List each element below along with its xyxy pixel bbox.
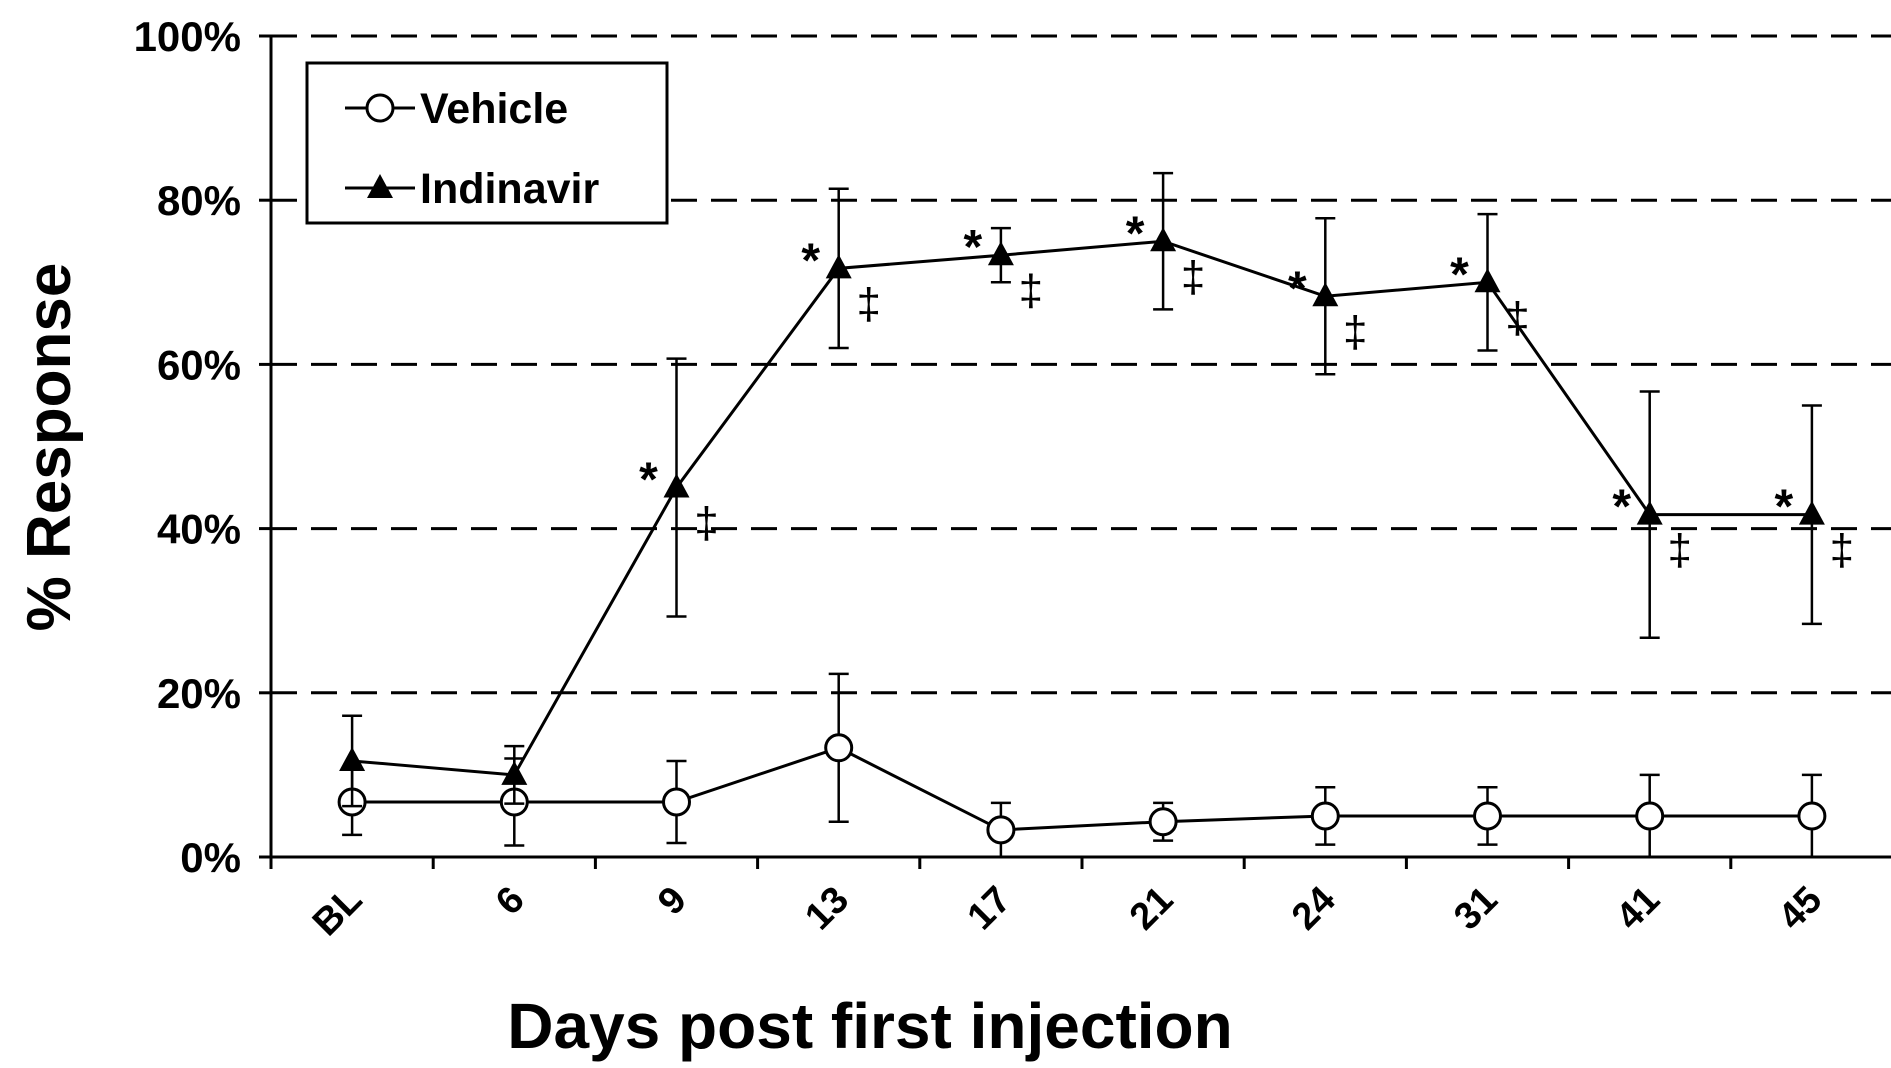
- annotation-dagger: ‡: [856, 279, 880, 328]
- marker: [1636, 500, 1663, 525]
- marker: [1474, 268, 1501, 293]
- marker: [1798, 500, 1825, 525]
- x-tick-label: BL: [305, 879, 371, 945]
- marker: [339, 746, 366, 771]
- marker: [501, 760, 528, 785]
- annotation-star: *: [1612, 481, 1631, 534]
- x-tick-label: 17: [960, 879, 1020, 939]
- annotation-dagger: ‡: [1181, 252, 1205, 301]
- y-tick-label: 80%: [157, 177, 241, 224]
- legend-label: Indinavir: [420, 165, 599, 213]
- x-tick-label: 9: [650, 879, 695, 924]
- annotation-star: *: [639, 454, 658, 507]
- legend: Vehicle Indinavir: [305, 61, 669, 225]
- marker: [1150, 227, 1177, 252]
- marker: [825, 254, 852, 279]
- annotation-star: *: [1450, 248, 1469, 301]
- annotation-star: *: [801, 234, 820, 287]
- annotation-dagger: ‡: [1667, 526, 1691, 575]
- y-tick-label: 100%: [134, 13, 241, 60]
- marker: [1473, 801, 1502, 831]
- x-tick-label: 13: [797, 879, 857, 939]
- marker: [365, 93, 395, 123]
- x-tick-label: 6: [488, 879, 533, 924]
- legend-label: Vehicle: [420, 85, 568, 133]
- series-line: [351, 239, 1812, 777]
- x-tick-label: 45: [1771, 879, 1831, 939]
- y-axis-title: % Response: [15, 263, 84, 632]
- x-axis-title: Days post first injection: [507, 990, 1232, 1062]
- x-tick-label: 21: [1122, 879, 1182, 939]
- marker: [1310, 801, 1340, 831]
- annotation-star: *: [964, 221, 983, 274]
- y-tick-label: 60%: [157, 341, 241, 388]
- marker: [663, 473, 690, 498]
- annotation-dagger: ‡: [1830, 526, 1854, 575]
- marker: [987, 241, 1014, 266]
- annotation-star: *: [1288, 262, 1307, 315]
- marker: [986, 815, 1016, 845]
- y-tick-label: 40%: [157, 506, 241, 553]
- marker: [1635, 801, 1665, 831]
- y-tick-label: 0%: [180, 834, 241, 881]
- marker: [1312, 282, 1339, 307]
- annotation-star: *: [1775, 481, 1794, 534]
- annotation-star: *: [1126, 207, 1145, 260]
- marker: [367, 174, 393, 198]
- x-tick-label: 41: [1608, 879, 1668, 939]
- x-tick-label: 31: [1446, 879, 1506, 939]
- marker: [662, 787, 691, 817]
- marker: [824, 733, 854, 763]
- annotation-dagger: ‡: [1019, 266, 1043, 315]
- legend-box: [305, 61, 669, 225]
- marker: [1148, 807, 1178, 837]
- series-line: [352, 746, 1812, 832]
- annotation-dagger: ‡: [694, 499, 718, 548]
- annotation-dagger: ‡: [1343, 307, 1367, 356]
- x-tick-label: 24: [1284, 879, 1344, 939]
- annotation-dagger: ‡: [1505, 293, 1529, 342]
- marker: [1797, 801, 1827, 831]
- y-tick-label: 20%: [157, 670, 241, 717]
